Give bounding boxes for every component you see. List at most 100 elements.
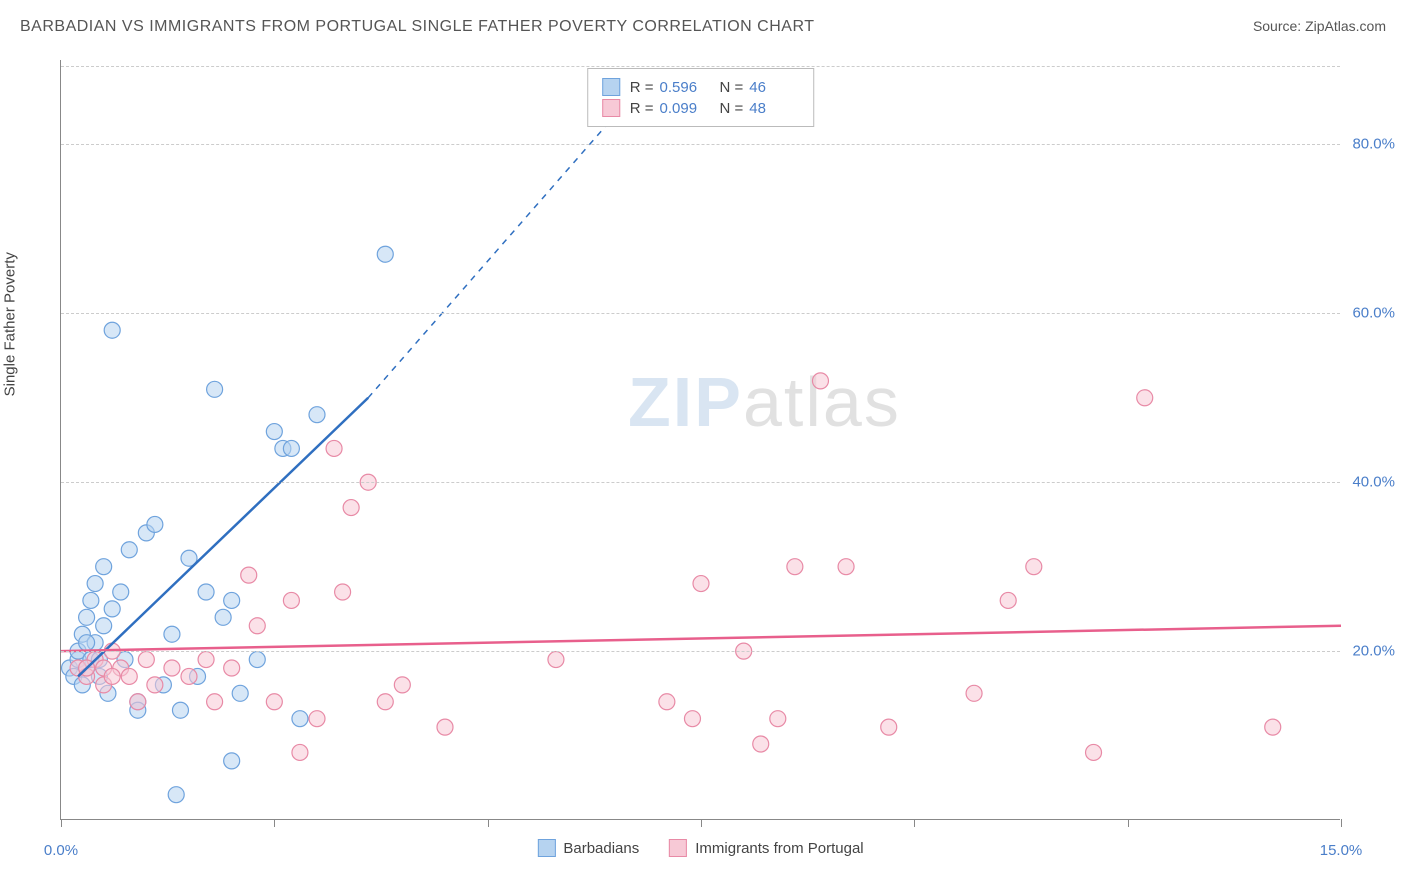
trend-line-barbadians-dash bbox=[368, 85, 641, 397]
y-tick-label: 20.0% bbox=[1352, 643, 1395, 660]
gridline-h bbox=[61, 313, 1340, 314]
legend-label-portugal: Immigrants from Portugal bbox=[695, 840, 863, 857]
swatch-portugal bbox=[602, 99, 620, 117]
scatter-point bbox=[548, 652, 564, 668]
x-tick bbox=[1128, 819, 1129, 827]
scatter-point bbox=[770, 711, 786, 727]
scatter-point bbox=[121, 668, 137, 684]
scatter-point bbox=[1137, 390, 1153, 406]
scatter-point bbox=[224, 592, 240, 608]
x-tick-label: 0.0% bbox=[44, 842, 78, 859]
stats-row-portugal: R = 0.099 N = 48 bbox=[602, 99, 800, 117]
scatter-point bbox=[787, 559, 803, 575]
x-tick bbox=[1341, 819, 1342, 827]
legend-item-portugal: Immigrants from Portugal bbox=[669, 839, 863, 857]
bottom-legend: Barbadians Immigrants from Portugal bbox=[537, 839, 863, 857]
scatter-point bbox=[83, 592, 99, 608]
y-axis-label: Single Father Poverty bbox=[2, 252, 19, 396]
plot-area: ZIPatlas R = 0.596 N = 46 R = 0.099 N = … bbox=[60, 60, 1340, 820]
scatter-point bbox=[1086, 744, 1102, 760]
scatter-point bbox=[79, 609, 95, 625]
scatter-point bbox=[104, 668, 120, 684]
legend-item-barbadians: Barbadians bbox=[537, 839, 639, 857]
scatter-point bbox=[881, 719, 897, 735]
scatter-point bbox=[121, 542, 137, 558]
legend-label-barbadians: Barbadians bbox=[563, 840, 639, 857]
scatter-point bbox=[224, 660, 240, 676]
x-tick bbox=[914, 819, 915, 827]
swatch-barbadians bbox=[602, 78, 620, 96]
scatter-point bbox=[147, 516, 163, 532]
scatter-point bbox=[335, 584, 351, 600]
scatter-point bbox=[147, 677, 163, 693]
x-tick bbox=[488, 819, 489, 827]
scatter-point bbox=[812, 373, 828, 389]
scatter-point bbox=[198, 584, 214, 600]
scatter-point bbox=[87, 576, 103, 592]
y-tick-label: 40.0% bbox=[1352, 474, 1395, 491]
scatter-point bbox=[96, 559, 112, 575]
scatter-point bbox=[198, 652, 214, 668]
scatter-point bbox=[283, 440, 299, 456]
scatter-point bbox=[249, 618, 265, 634]
scatter-point bbox=[241, 567, 257, 583]
scatter-point bbox=[377, 694, 393, 710]
source-attribution: Source: ZipAtlas.com bbox=[1253, 18, 1386, 34]
scatter-point bbox=[224, 753, 240, 769]
scatter-point bbox=[168, 787, 184, 803]
gridline-h bbox=[61, 651, 1340, 652]
x-tick-label: 15.0% bbox=[1320, 842, 1363, 859]
gridline-h bbox=[61, 66, 1340, 67]
scatter-point bbox=[104, 601, 120, 617]
scatter-point bbox=[207, 381, 223, 397]
scatter-point bbox=[343, 500, 359, 516]
scatter-point bbox=[1000, 592, 1016, 608]
scatter-point bbox=[79, 635, 95, 651]
scatter-point bbox=[292, 744, 308, 760]
gridline-h bbox=[61, 144, 1340, 145]
scatter-point bbox=[693, 576, 709, 592]
scatter-point bbox=[266, 694, 282, 710]
scatter-point bbox=[966, 685, 982, 701]
chart-container: Single Father Poverty ZIPatlas R = 0.596… bbox=[20, 50, 1386, 870]
chart-title: BARBADIAN VS IMMIGRANTS FROM PORTUGAL SI… bbox=[20, 18, 814, 36]
scatter-point bbox=[130, 694, 146, 710]
scatter-point bbox=[753, 736, 769, 752]
trend-line-barbadians bbox=[78, 398, 368, 677]
scatter-point bbox=[377, 246, 393, 262]
scatter-point bbox=[207, 694, 223, 710]
scatter-point bbox=[1026, 559, 1042, 575]
scatter-point bbox=[1265, 719, 1281, 735]
stat-n-portugal: 48 bbox=[749, 100, 799, 117]
scatter-point bbox=[292, 711, 308, 727]
scatter-point bbox=[326, 440, 342, 456]
x-tick bbox=[701, 819, 702, 827]
stat-label-n: N = bbox=[720, 100, 744, 117]
stat-r-portugal: 0.099 bbox=[660, 100, 710, 117]
scatter-point bbox=[437, 719, 453, 735]
swatch-portugal bbox=[669, 839, 687, 857]
scatter-point bbox=[249, 652, 265, 668]
chart-svg bbox=[61, 60, 1340, 819]
stat-label-r: R = bbox=[630, 79, 654, 96]
x-tick bbox=[274, 819, 275, 827]
scatter-point bbox=[266, 424, 282, 440]
x-tick bbox=[61, 819, 62, 827]
stat-label-r: R = bbox=[630, 100, 654, 117]
scatter-point bbox=[659, 694, 675, 710]
scatter-point bbox=[113, 584, 129, 600]
scatter-point bbox=[283, 592, 299, 608]
scatter-point bbox=[232, 685, 248, 701]
scatter-point bbox=[309, 407, 325, 423]
scatter-point bbox=[138, 652, 154, 668]
scatter-point bbox=[104, 322, 120, 338]
scatter-point bbox=[684, 711, 700, 727]
stat-r-barbadians: 0.596 bbox=[660, 79, 710, 96]
scatter-point bbox=[164, 626, 180, 642]
swatch-barbadians bbox=[537, 839, 555, 857]
y-tick-label: 80.0% bbox=[1352, 136, 1395, 153]
scatter-point bbox=[838, 559, 854, 575]
gridline-h bbox=[61, 482, 1340, 483]
scatter-point bbox=[164, 660, 180, 676]
scatter-point bbox=[172, 702, 188, 718]
